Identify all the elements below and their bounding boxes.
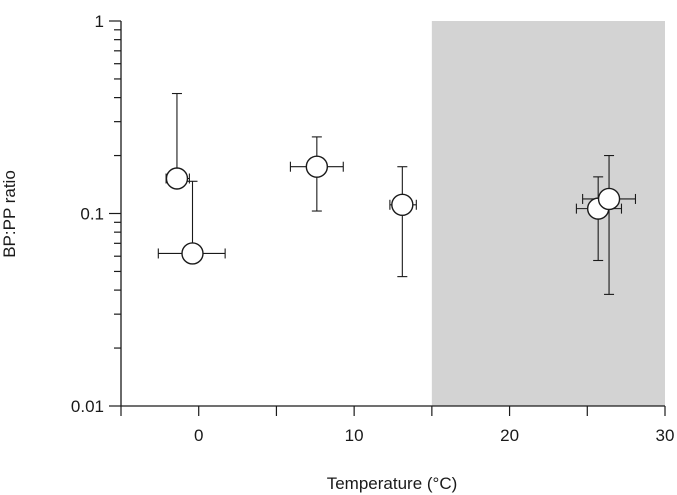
shaded-temperature-region [431, 21, 665, 406]
y-tick-label: 0.1 [80, 205, 104, 224]
data-points [165, 155, 621, 265]
x-tick-label: 30 [656, 426, 675, 445]
y-tick-label: 1 [95, 12, 104, 31]
x-tick-label: 20 [500, 426, 519, 445]
data-point [391, 193, 414, 216]
data-point [597, 187, 621, 211]
data-point [181, 242, 204, 265]
x-axis-title: Temperature (°C) [327, 474, 458, 493]
data-point [165, 167, 189, 190]
axis-ticks [109, 20, 666, 416]
y-tick-label: 0.01 [71, 397, 104, 416]
x-tick-label: 0 [194, 426, 203, 445]
tick-labels: 0 10 20 30 0.01 0.1 1 [71, 12, 675, 445]
error-bar [389, 166, 417, 278]
data-point [305, 155, 329, 178]
x-tick-label: 10 [345, 426, 364, 445]
y-axis-title: BP:PP ratio [0, 170, 19, 258]
